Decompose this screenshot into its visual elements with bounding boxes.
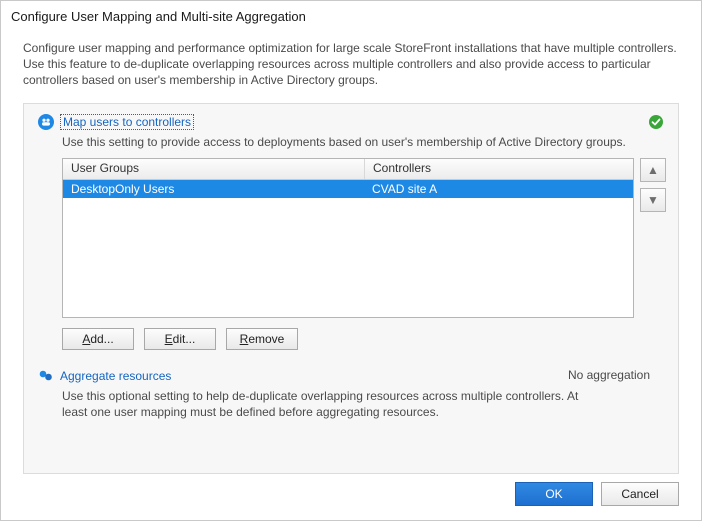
move-up-button[interactable]: ▲ (640, 158, 666, 182)
aggregate-desc: Use this optional setting to help de-dup… (62, 388, 582, 420)
intro-text: Configure user mapping and performance o… (23, 40, 679, 89)
mapping-table-area: User Groups Controllers DesktopOnly User… (62, 158, 664, 318)
settings-panel: Map users to controllers Use this settin… (23, 103, 679, 474)
chevron-down-icon: ▼ (647, 193, 659, 207)
add-button[interactable]: Add... (62, 328, 134, 350)
reorder-arrows: ▲ ▼ (640, 158, 664, 318)
mapping-table[interactable]: User Groups Controllers DesktopOnly User… (62, 158, 634, 318)
move-down-button[interactable]: ▼ (640, 188, 666, 212)
table-row[interactable]: DesktopOnly Users CVAD site A (63, 180, 633, 198)
map-users-link[interactable]: Map users to controllers (60, 114, 194, 130)
users-icon (38, 114, 54, 130)
aggregate-link[interactable]: Aggregate resources (60, 369, 171, 383)
cell-controller: CVAD site A (364, 181, 633, 197)
aggregate-icon (38, 368, 54, 384)
map-users-desc: Use this setting to provide access to de… (62, 134, 664, 150)
remove-button[interactable]: Remove (226, 328, 298, 350)
add-label: dd... (90, 332, 113, 346)
table-header: User Groups Controllers (63, 159, 633, 180)
dialog: Configure User Mapping and Multi-site Ag… (0, 0, 702, 521)
col-user-groups[interactable]: User Groups (63, 159, 365, 179)
dialog-footer: OK Cancel (1, 474, 701, 520)
cell-user-group: DesktopOnly Users (63, 181, 364, 197)
col-controllers[interactable]: Controllers (365, 159, 633, 179)
status-ok-icon (648, 114, 664, 133)
mapping-buttons: Add... Edit... Remove (62, 328, 664, 350)
aggregate-status: No aggregation (568, 368, 650, 382)
ok-button[interactable]: OK (515, 482, 593, 506)
edit-button[interactable]: Edit... (144, 328, 216, 350)
edit-label: dit... (173, 332, 196, 346)
cancel-button[interactable]: Cancel (601, 482, 679, 506)
remove-label: emove (248, 332, 284, 346)
chevron-up-icon: ▲ (647, 163, 659, 177)
dialog-body: Configure user mapping and performance o… (1, 30, 701, 474)
section-map-users: Map users to controllers (38, 114, 664, 130)
dialog-title: Configure User Mapping and Multi-site Ag… (1, 1, 701, 30)
